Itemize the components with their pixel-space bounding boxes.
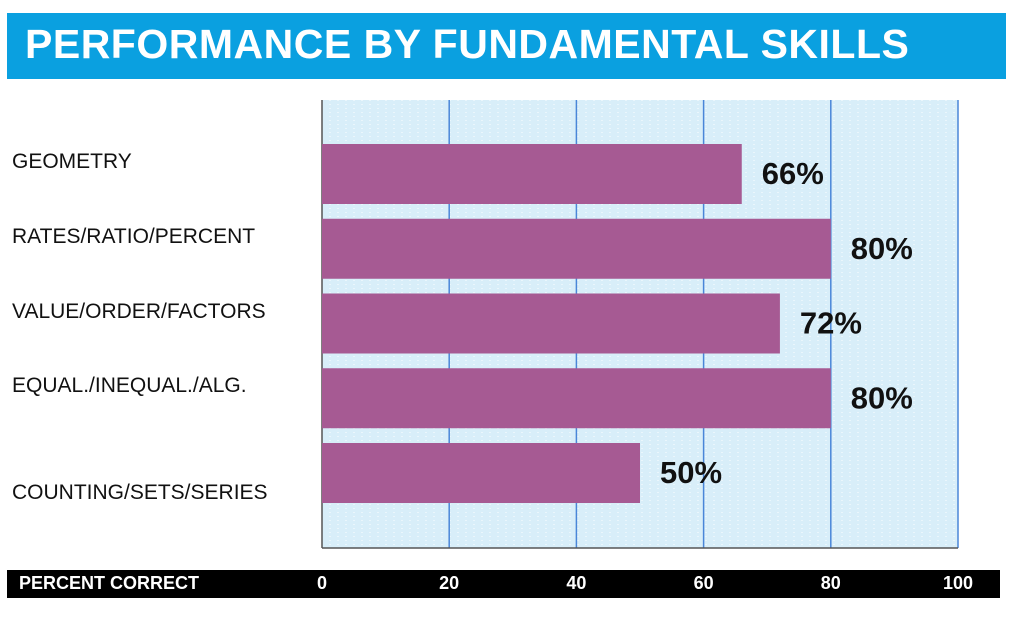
bar — [322, 368, 831, 429]
category-label: EQUAL./INEQUAL./ALG. — [12, 374, 247, 398]
title-bar: PERFORMANCE BY FUNDAMENTAL SKILLS — [7, 13, 1006, 79]
bar — [322, 293, 780, 354]
x-tick-label: 40 — [566, 573, 587, 593]
category-label: RATES/RATIO/PERCENT — [12, 224, 256, 248]
x-tick-label: 20 — [439, 573, 460, 593]
x-tick-label: 60 — [693, 573, 714, 593]
category-label: VALUE/ORDER/FACTORS — [12, 299, 266, 323]
data-label: 50% — [660, 455, 722, 490]
data-label: 80% — [851, 380, 913, 415]
data-label: 80% — [851, 231, 913, 266]
data-label: 72% — [800, 306, 862, 341]
bar — [322, 144, 742, 204]
data-label: 66% — [762, 156, 824, 191]
x-axis-bar: PERCENT CORRECT 0 20 40 60 80 100 — [7, 570, 1000, 598]
bar — [322, 443, 640, 503]
bar — [322, 218, 831, 279]
chart-title: PERFORMANCE BY FUNDAMENTAL SKILLS — [25, 21, 910, 67]
category-label: COUNTING/SETS/SERIES — [12, 481, 268, 504]
x-tick-label: 0 — [316, 573, 328, 593]
x-axis-title: PERCENT CORRECT — [19, 573, 200, 593]
x-tick-label: 100 — [942, 573, 974, 593]
x-tick-label: 80 — [820, 573, 841, 593]
category-label: GEOMETRY — [12, 150, 132, 173]
